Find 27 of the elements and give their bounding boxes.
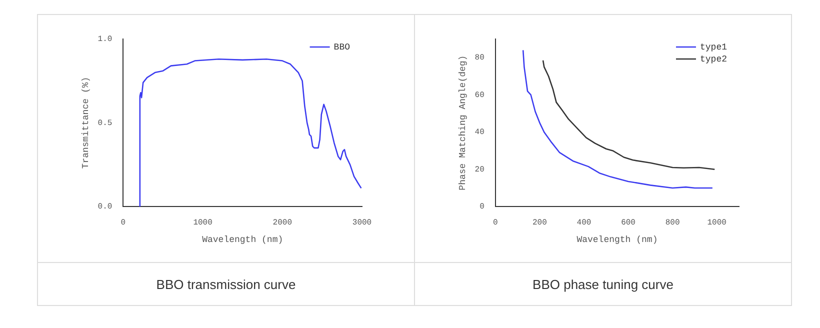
x-tick-label: 2000 — [272, 218, 292, 228]
legend-label: BBO — [334, 42, 350, 52]
x-axis-title: Wavelength (nm) — [576, 234, 658, 244]
y-tick-label: 0.5 — [98, 118, 112, 128]
x-tick-label: 200 — [532, 218, 548, 228]
x-tick-label: 0 — [120, 218, 126, 228]
text: BBO phase tuning curve — [415, 262, 791, 305]
y-tick-label: 60 — [474, 90, 485, 100]
x-tick-label: 400 — [576, 218, 592, 228]
y-axis-title: Transmittance (%) — [80, 76, 91, 168]
legend-label: type2 — [700, 54, 728, 64]
x-tick-label: 3000 — [352, 218, 372, 228]
x-tick-label: 600 — [621, 218, 636, 228]
y-tick-label: 0.0 — [98, 202, 112, 212]
y-tick-label: 80 — [474, 53, 485, 62]
x-tick-label: 0 — [492, 218, 498, 228]
y-tick-label: 20 — [474, 164, 485, 174]
y-axis-title: Phase Matching Angle(deg) — [458, 54, 468, 190]
y-tick-label: 1.0 — [98, 34, 112, 44]
y-tick-label: 40 — [474, 128, 485, 137]
legend-label: type1 — [700, 42, 728, 52]
x-tick-label: 800 — [665, 218, 680, 228]
y-tick-label: 0 — [480, 202, 485, 212]
text: BBO transmission curve — [38, 262, 414, 305]
x-axis-title: Wavelength (nm) — [202, 234, 284, 244]
x-tick-label: 1000 — [707, 218, 727, 228]
x-tick-label: 1000 — [193, 218, 213, 228]
